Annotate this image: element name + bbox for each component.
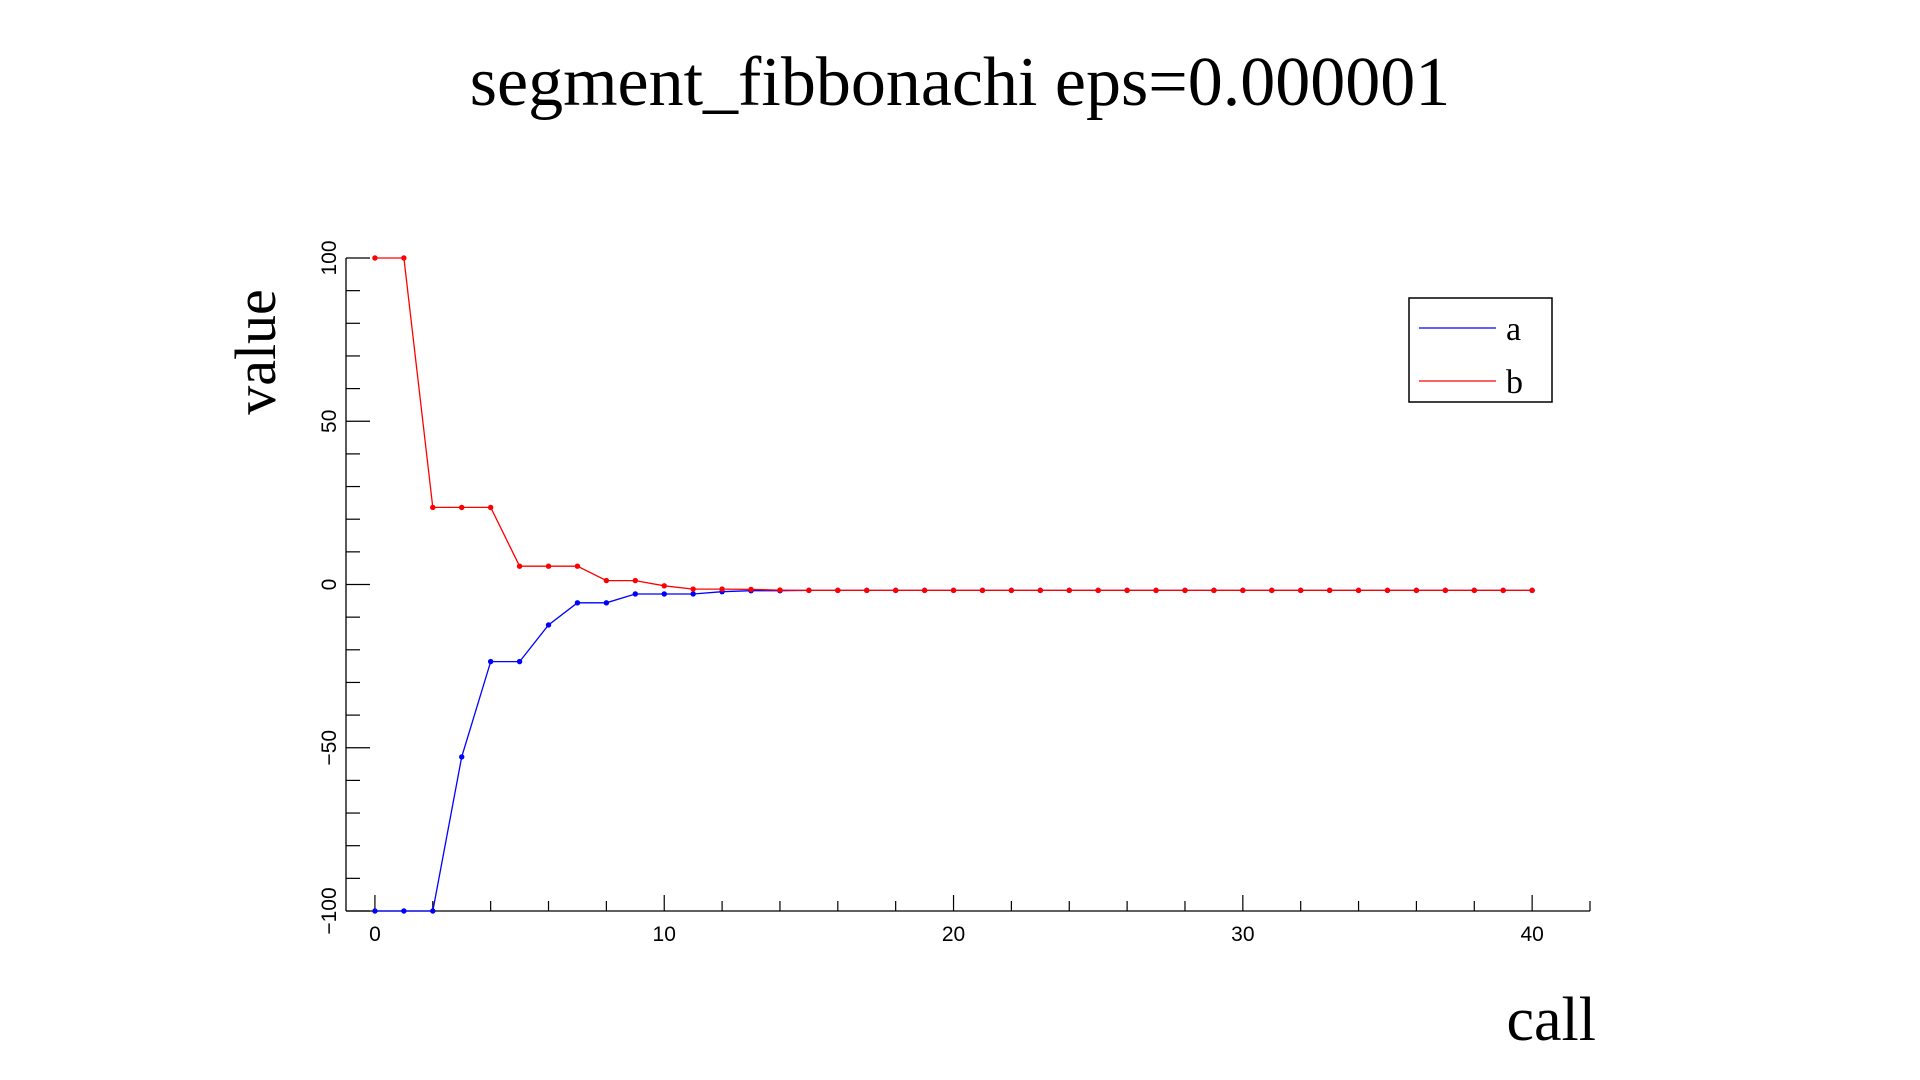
series-point-b	[401, 255, 407, 261]
series-layer	[372, 255, 1535, 914]
series-point-b	[921, 587, 928, 594]
x-tick-label: 10	[653, 923, 676, 946]
x-tick-label: 0	[369, 923, 381, 946]
series-point-b	[1124, 587, 1130, 594]
x-tick-label: 20	[942, 923, 965, 946]
y-tick-label: 100	[318, 240, 341, 275]
series-point-b	[1384, 587, 1391, 594]
series-point-a	[372, 908, 378, 914]
series-point-b	[892, 587, 899, 594]
series-point-b	[603, 577, 610, 584]
legend: a b	[1408, 297, 1553, 403]
series-point-b	[1095, 587, 1101, 594]
series-point-b	[574, 563, 581, 569]
series-point-b	[1066, 587, 1072, 594]
series-point-a	[661, 591, 667, 597]
series-point-b	[806, 587, 812, 594]
series-point-a	[603, 600, 610, 606]
series-point-a	[401, 908, 407, 914]
series-point-a	[574, 600, 581, 606]
legend-label-a: a	[1506, 311, 1521, 348]
series-point-b	[719, 586, 725, 592]
axes: 0 10 20 30 40 −100 −50 0 50 100	[318, 240, 1591, 946]
series-point-b	[1529, 587, 1535, 594]
series-point-a	[487, 658, 494, 665]
series-point-b	[690, 586, 696, 592]
series-point-b	[1153, 587, 1159, 594]
x-axis-label: call	[1507, 986, 1597, 1054]
series-point-b	[430, 504, 436, 511]
series-point-b	[487, 504, 494, 511]
series-point-b	[748, 586, 754, 593]
series-point-b	[1182, 587, 1188, 594]
series-point-b	[864, 587, 870, 594]
series-point-b	[372, 255, 378, 261]
series-point-b	[1008, 587, 1015, 594]
series-point-b	[1269, 587, 1275, 594]
series-point-b	[1413, 587, 1420, 594]
series-point-b	[1471, 587, 1477, 594]
legend-label-b: b	[1506, 364, 1523, 401]
series-point-b	[1500, 587, 1506, 594]
series-point-b	[1442, 587, 1449, 594]
series-point-a	[430, 908, 436, 914]
series-point-b	[632, 577, 639, 584]
series-point-b	[1037, 587, 1044, 594]
chart-title: segment_fibbonachi eps=0.000001	[470, 44, 1450, 121]
series-point-a	[459, 754, 465, 760]
series-point-b	[459, 504, 465, 511]
series-line-b	[374, 257, 1533, 592]
x-tick-label: 30	[1231, 923, 1254, 946]
y-tick-label: 50	[318, 410, 341, 433]
series-point-b	[661, 583, 667, 589]
y-axis-label: value	[223, 289, 288, 415]
series-point-b	[1326, 587, 1333, 594]
series-point-b	[1297, 587, 1304, 594]
series-point-b	[979, 587, 986, 594]
series-point-a	[516, 658, 523, 665]
series-point-b	[777, 587, 783, 593]
series-point-b	[1211, 587, 1217, 594]
y-tick-label: −50	[318, 730, 341, 766]
series-point-b	[1355, 587, 1362, 594]
series-line-a	[374, 589, 1533, 912]
series-point-b	[835, 587, 841, 594]
x-tick-label: 40	[1520, 923, 1543, 946]
y-tick-label: 0	[318, 579, 341, 591]
series-point-b	[950, 587, 957, 594]
series-point-b	[545, 563, 552, 569]
legend-box	[1408, 297, 1553, 403]
series-point-a	[690, 591, 696, 597]
series-point-a	[545, 622, 552, 628]
series-point-b	[1240, 587, 1246, 594]
series-point-a	[632, 591, 639, 597]
y-tick-label: −100	[318, 887, 341, 934]
series-point-b	[516, 563, 523, 569]
